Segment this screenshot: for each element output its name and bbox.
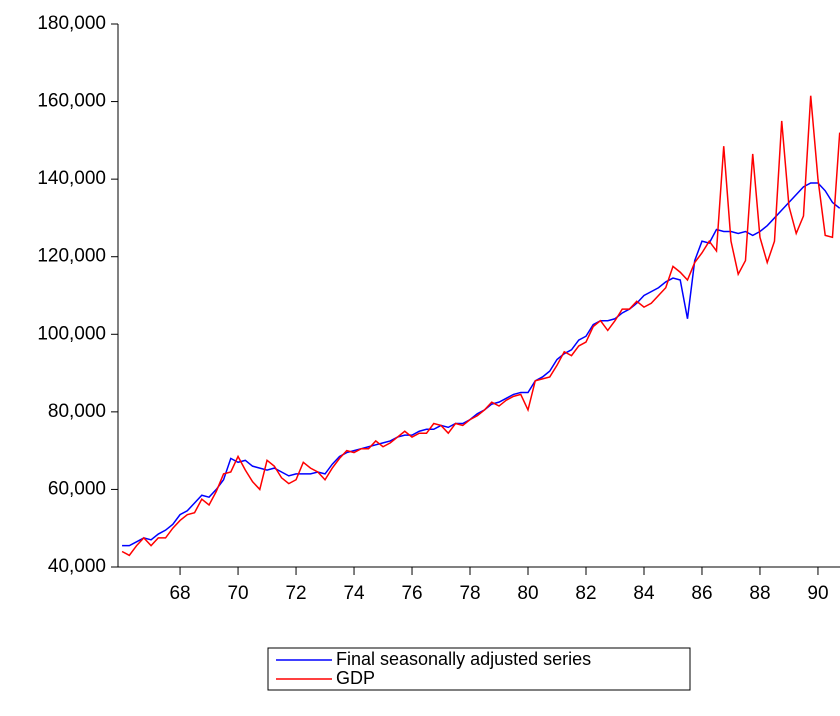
series-line [121,95,840,557]
x-tick-label: 70 [227,583,248,604]
y-tick-label: 120,000 [37,246,106,267]
x-tick-label: 84 [633,583,655,604]
y-tick-label: 100,000 [37,323,106,344]
y-tick-label: 160,000 [37,91,106,112]
x-tick-label: 88 [749,583,770,604]
y-tick-label: 60,000 [48,478,106,499]
y-tick-label: 40,000 [48,556,106,577]
x-tick-label: 68 [169,583,190,604]
legend-label: Final seasonally adjusted series [336,649,591,669]
legend-label: GDP [336,668,375,688]
y-tick-label: 180,000 [37,13,106,34]
legend-box [267,647,691,691]
x-tick-label: 86 [691,583,712,604]
x-tick-label: 82 [575,583,596,604]
x-tick-label: 74 [343,583,365,604]
y-tick-label: 80,000 [48,401,106,422]
x-tick-label: 78 [459,583,480,604]
y-tick-label: 140,000 [37,168,106,189]
series-line [122,182,840,547]
x-tick-label: 72 [285,583,306,604]
x-tick-label: 90 [807,583,828,604]
x-tick-label: 80 [517,583,538,604]
x-tick-label: 76 [401,583,422,604]
